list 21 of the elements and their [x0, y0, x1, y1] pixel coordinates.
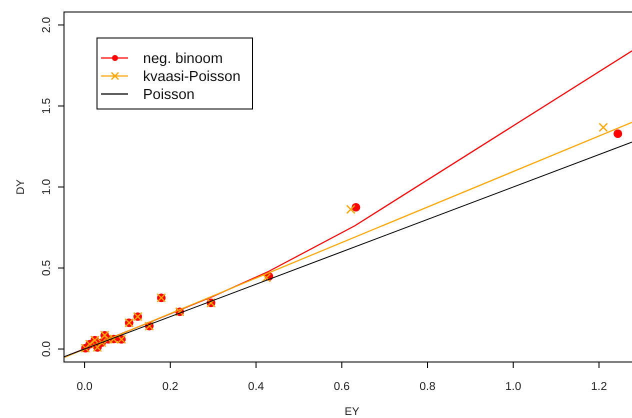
y-tick-label: 1.0 — [41, 179, 53, 195]
legend-label: Poisson — [143, 87, 195, 104]
x-tick-label: 1.2 — [590, 381, 607, 393]
legend-label: neg. binoom — [143, 51, 223, 68]
legend-label: kvaasi-Poisson — [143, 69, 241, 86]
point — [346, 204, 356, 214]
x-tick-label: 1.0 — [505, 381, 522, 393]
y-tick-label: 1.5 — [41, 98, 53, 114]
x-tick-label: 0.4 — [248, 381, 265, 393]
y-tick-label: 0.5 — [41, 260, 53, 276]
x-tick-label: 0.6 — [334, 381, 350, 393]
x-axis-title: EY — [344, 406, 360, 418]
y-tick-label: 0.0 — [41, 341, 53, 358]
point — [262, 273, 271, 282]
y-axis-title: DY — [15, 178, 27, 195]
x-tick-label: 0.8 — [420, 381, 436, 393]
point — [598, 122, 608, 132]
x-tick-label: 0.2 — [162, 381, 178, 393]
y-tick-label: 2.0 — [41, 16, 53, 33]
x-tick-label: 0.0 — [76, 381, 93, 393]
point — [614, 129, 622, 138]
